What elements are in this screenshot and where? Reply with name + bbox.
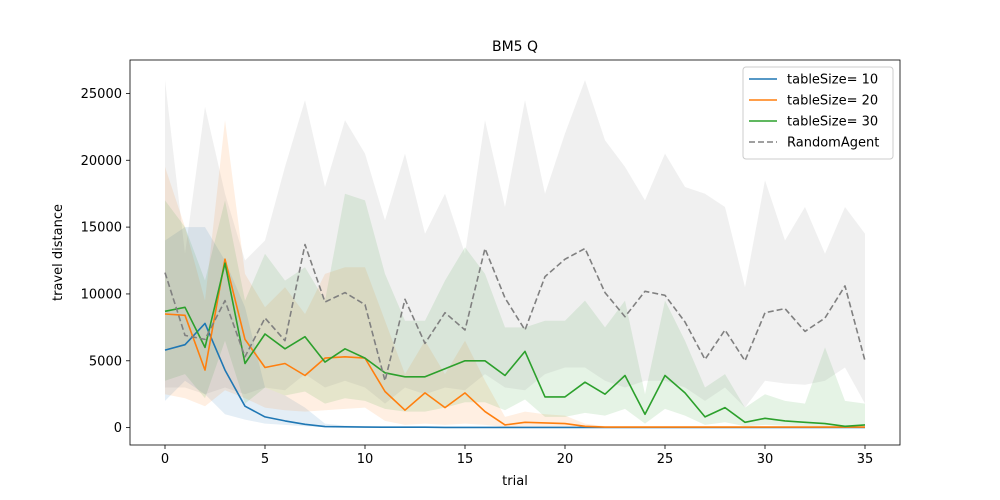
x-tick-label: 30 — [757, 452, 774, 467]
y-axis-label: travel distance — [51, 204, 66, 301]
x-tick-label: 35 — [857, 452, 874, 467]
plot-frame — [129, 59, 901, 446]
y-tick-label: 0 — [114, 421, 122, 436]
x-tick-label: 15 — [457, 452, 474, 467]
legend: tableSize= 10 tableSize= 20 tableSize= 30 R… — [742, 66, 894, 160]
y-tick-label: 10000 — [81, 287, 122, 302]
band-series-2 — [165, 193, 865, 428]
chart-title: BM5 Q — [492, 39, 538, 55]
band-series-3 — [165, 80, 865, 408]
legend-box — [742, 66, 894, 160]
legend-label: tableSize= 30 — [787, 115, 878, 130]
x-tick-label: 5 — [261, 452, 269, 467]
band-series-1 — [165, 120, 865, 428]
line-series-1 — [164, 258, 865, 428]
y-tick-label: 5000 — [89, 354, 122, 369]
y-axis-ticks: 0 5000 10000 15000 20000 25000 — [81, 87, 130, 436]
x-axis-label: trial — [502, 474, 528, 489]
confidence-bands — [165, 80, 865, 428]
x-tick-label: 25 — [657, 452, 674, 467]
band-series-0 — [165, 227, 865, 428]
x-tick-label: 0 — [161, 452, 169, 467]
y-tick-label: 20000 — [81, 154, 122, 169]
x-tick-label: 10 — [357, 452, 374, 467]
line-series-2 — [164, 262, 866, 428]
legend-label: tableSize= 10 — [787, 73, 878, 88]
series-lines — [164, 243, 866, 429]
y-tick-label: 15000 — [81, 221, 122, 236]
y-tick-label: 25000 — [81, 87, 122, 102]
x-tick-label: 20 — [557, 452, 574, 467]
legend-label: tableSize= 20 — [787, 94, 878, 109]
legend-label: RandomAgent — [787, 136, 879, 151]
x-axis-ticks: 0 5 10 15 20 25 30 35 — [161, 445, 873, 467]
